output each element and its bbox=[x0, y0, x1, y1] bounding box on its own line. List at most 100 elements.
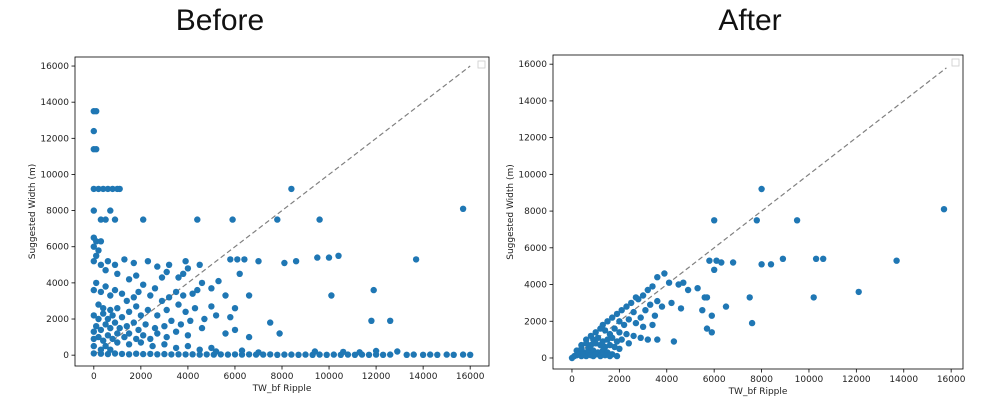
data-point bbox=[372, 347, 380, 355]
data-point bbox=[229, 216, 236, 223]
x-tick-label: 6000 bbox=[224, 372, 247, 382]
data-point bbox=[151, 324, 159, 332]
plot-frame bbox=[74, 56, 490, 367]
data-point bbox=[133, 272, 140, 279]
data-point bbox=[97, 350, 105, 357]
data-point bbox=[184, 265, 192, 272]
data-point bbox=[133, 303, 140, 310]
data-point bbox=[93, 108, 100, 115]
data-point bbox=[100, 305, 107, 312]
data-point bbox=[722, 303, 730, 310]
panel-title-after: After bbox=[718, 4, 782, 37]
data-point bbox=[940, 206, 948, 213]
data-point bbox=[90, 312, 98, 319]
data-point bbox=[222, 330, 229, 337]
data-point bbox=[316, 216, 323, 223]
data-point bbox=[718, 259, 725, 266]
data-point bbox=[125, 341, 133, 348]
data-point bbox=[238, 347, 246, 354]
data-point bbox=[694, 285, 701, 292]
data-point bbox=[812, 255, 820, 262]
data-point bbox=[649, 283, 656, 290]
data-point bbox=[412, 256, 420, 263]
plot-frame bbox=[552, 54, 964, 370]
y-tick-label: 16000 bbox=[40, 62, 69, 72]
data-point bbox=[212, 348, 220, 355]
data-point bbox=[196, 261, 203, 268]
data-point bbox=[93, 323, 100, 330]
data-point bbox=[172, 344, 180, 352]
data-point bbox=[125, 308, 133, 315]
y-tick-label: 4000 bbox=[46, 279, 69, 289]
data-point bbox=[379, 351, 387, 358]
data-point bbox=[111, 350, 119, 357]
data-point bbox=[459, 351, 467, 358]
data-point bbox=[175, 274, 182, 281]
data-point bbox=[111, 261, 119, 268]
data-point bbox=[191, 305, 199, 312]
data-point bbox=[642, 307, 649, 314]
data-point bbox=[144, 258, 152, 265]
data-point bbox=[172, 328, 180, 335]
data-point bbox=[189, 290, 196, 297]
data-point bbox=[158, 274, 166, 281]
data-point bbox=[680, 279, 687, 286]
data-point bbox=[140, 332, 147, 339]
data-point bbox=[292, 258, 300, 265]
data-point bbox=[746, 294, 753, 301]
data-point bbox=[147, 350, 154, 358]
data-point bbox=[177, 321, 185, 328]
data-point bbox=[288, 185, 295, 193]
data-point bbox=[606, 352, 614, 360]
data-point bbox=[255, 258, 262, 265]
data-point bbox=[135, 326, 142, 334]
data-point bbox=[855, 288, 862, 296]
data-point bbox=[100, 310, 107, 317]
data-point bbox=[231, 305, 239, 312]
data-point bbox=[585, 345, 592, 352]
data-point bbox=[90, 185, 98, 193]
x-tick-label: 10000 bbox=[315, 372, 344, 382]
data-point bbox=[104, 258, 112, 265]
data-point bbox=[616, 345, 623, 352]
data-point bbox=[623, 303, 630, 310]
data-point bbox=[217, 351, 224, 358]
data-point bbox=[703, 294, 711, 301]
x-axis-label: TW_bf Ripple bbox=[252, 384, 312, 394]
data-point bbox=[109, 335, 116, 343]
data-point bbox=[97, 261, 105, 268]
data-point bbox=[90, 328, 98, 335]
data-point bbox=[668, 299, 675, 307]
y-tick-label: 4000 bbox=[524, 281, 547, 291]
y-tick-label: 12000 bbox=[518, 134, 547, 144]
data-point bbox=[154, 312, 161, 319]
data-point bbox=[632, 319, 640, 327]
data-point bbox=[241, 256, 248, 263]
data-point bbox=[649, 321, 656, 329]
data-point bbox=[175, 301, 182, 308]
data-point bbox=[90, 127, 98, 135]
y-tick-label: 0 bbox=[541, 354, 547, 364]
data-point bbox=[365, 351, 373, 358]
data-point bbox=[118, 350, 126, 358]
data-point bbox=[276, 330, 283, 337]
data-point bbox=[450, 351, 457, 358]
data-point bbox=[609, 314, 616, 321]
y-tick-label: 14000 bbox=[40, 98, 69, 108]
data-point bbox=[639, 292, 647, 299]
data-point bbox=[654, 274, 661, 281]
data-point bbox=[123, 297, 130, 305]
y-tick-label: 8000 bbox=[46, 207, 69, 217]
data-point bbox=[104, 350, 112, 358]
data-point bbox=[168, 351, 175, 358]
data-point bbox=[255, 349, 262, 356]
reference-line bbox=[571, 67, 947, 359]
data-point bbox=[163, 268, 170, 276]
data-point bbox=[102, 283, 109, 290]
data-point bbox=[644, 336, 651, 343]
panel-title-before: Before bbox=[175, 4, 265, 37]
data-point bbox=[684, 286, 692, 294]
data-point bbox=[639, 323, 647, 330]
data-point bbox=[121, 333, 128, 341]
x-tick-label: 0 bbox=[569, 375, 575, 385]
